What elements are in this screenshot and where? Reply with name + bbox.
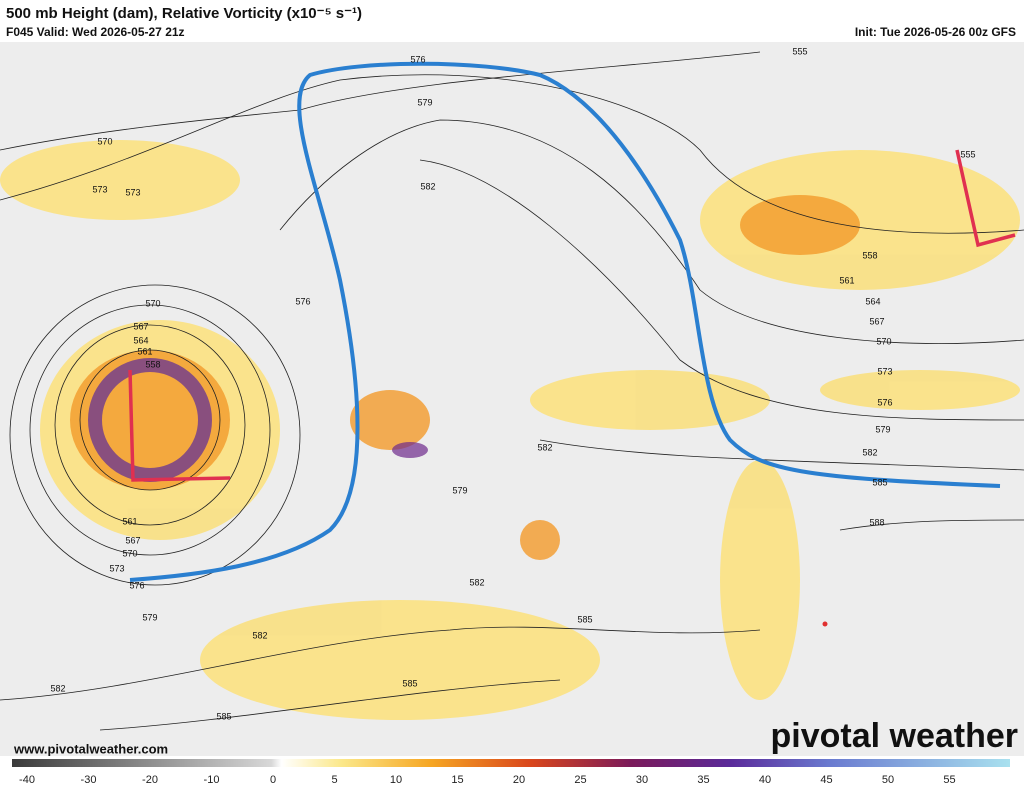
contour-label: 564 [865, 296, 880, 306]
valid-time: F045 Valid: Wed 2026-05-27 21z [6, 25, 185, 39]
colorbar-tick-label: 5 [331, 774, 337, 786]
contour-label: 573 [877, 366, 892, 376]
contour-label: 567 [125, 535, 140, 545]
contour-label: 582 [469, 577, 484, 587]
colorbar-tick-label: 40 [759, 774, 771, 786]
contour-label: 579 [452, 485, 467, 495]
contour-label: 570 [97, 136, 112, 146]
website: www.pivotalweather.com [13, 741, 168, 756]
colorbar-tick-label: 45 [820, 774, 832, 786]
contour-label: 585 [402, 678, 417, 688]
contour-label: 573 [92, 184, 107, 194]
contour-label: 582 [252, 630, 267, 640]
contour-label: 582 [537, 442, 552, 452]
contour-label: 582 [420, 181, 435, 191]
colorbar-tick-label: 10 [390, 774, 402, 786]
contour-label: 585 [216, 711, 231, 721]
contour-label: 570 [122, 548, 137, 558]
colorbar-tick-label: -20 [142, 774, 158, 786]
colorbar-tick-label: 25 [574, 774, 586, 786]
colorbar-tick-label: 0 [270, 774, 276, 786]
colorbar-tick-label: 50 [882, 774, 894, 786]
contour-label: 576 [877, 397, 892, 407]
contour-label: 570 [876, 336, 891, 346]
contour-label: 561 [839, 275, 854, 285]
contour-label: 555 [960, 149, 975, 159]
colorbar-tick-label: 35 [697, 774, 709, 786]
contour-label: 555 [792, 46, 807, 56]
contour-label: 585 [872, 477, 887, 487]
contour-label: 576 [129, 580, 144, 590]
colorbar-tick-label: 55 [943, 774, 955, 786]
contour-label: 570 [145, 298, 160, 308]
map-title: 500 mb Height (dam), Relative Vorticity … [6, 5, 362, 22]
colorbar-tick-label: -30 [81, 774, 97, 786]
contour-label: 582 [50, 683, 65, 693]
contour-label: 588 [869, 517, 884, 527]
contour-label: 573 [109, 563, 124, 573]
contour-label: 579 [142, 612, 157, 622]
colorbar-tick-label: 15 [451, 774, 463, 786]
contour-label: 567 [869, 316, 884, 326]
contour-label: 564 [133, 335, 148, 345]
colorbar-tick-label: 30 [636, 774, 648, 786]
contour-label: 561 [122, 516, 137, 526]
contour-label: 558 [862, 250, 877, 260]
contour-label: 579 [875, 424, 890, 434]
colorbar [12, 759, 1010, 767]
contour-label: 573 [125, 187, 140, 197]
contour-label: 567 [133, 321, 148, 331]
colorbar-tick-label: 20 [513, 774, 525, 786]
colorbar-tick-label: -10 [204, 774, 220, 786]
contour-label: 558 [145, 359, 160, 369]
contour-label: 582 [862, 447, 877, 457]
logo: pivotal weather [770, 717, 1018, 755]
contour-label: 576 [295, 296, 310, 306]
init-time: Init: Tue 2026-05-26 00z GFS [855, 25, 1016, 39]
colorbar-tick-label: -40 [19, 774, 35, 786]
contour-label: 579 [417, 97, 432, 107]
contour-label: 585 [577, 614, 592, 624]
contour-label: 576 [410, 54, 425, 64]
contour-label: 561 [137, 346, 152, 356]
